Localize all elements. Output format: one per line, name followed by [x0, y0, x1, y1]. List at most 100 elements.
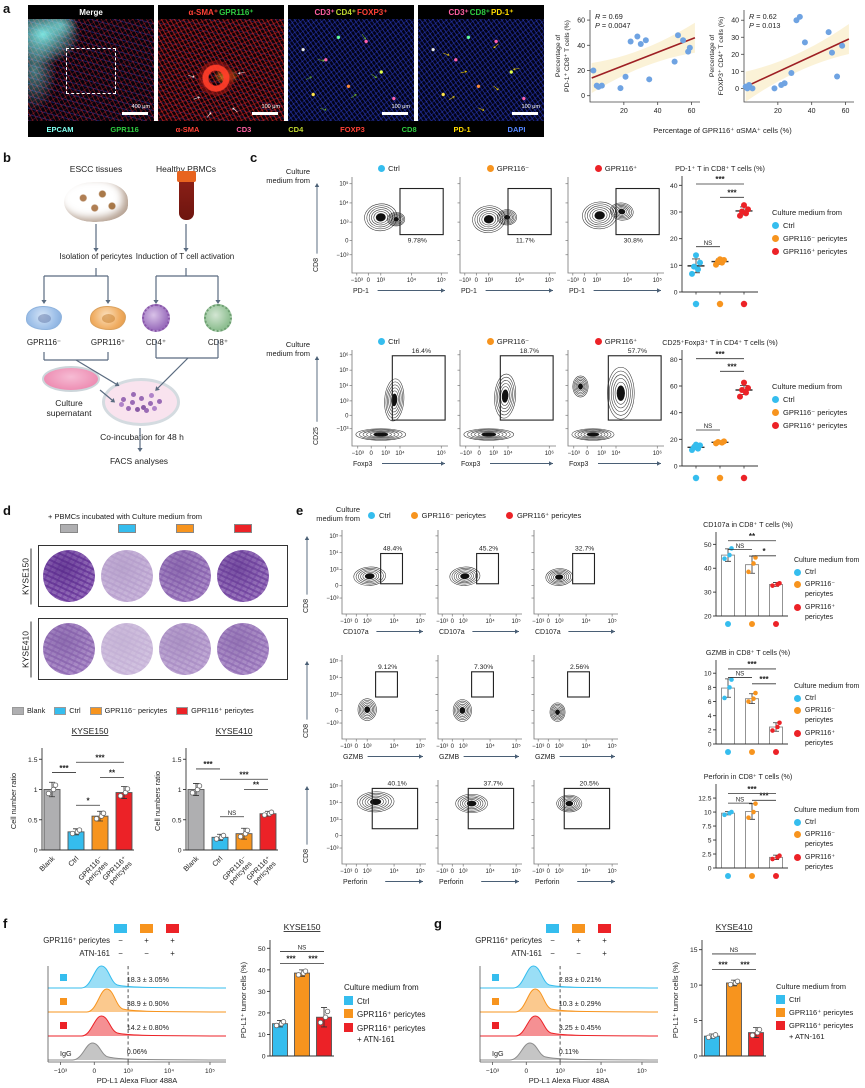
svg-text:10³: 10³ [363, 619, 372, 625]
svg-text:***: *** [747, 785, 757, 794]
legend-item-label: Ctrl [783, 394, 795, 404]
svg-text:−10³: −10³ [532, 869, 544, 875]
bar [115, 792, 133, 851]
svg-text:10: 10 [704, 671, 712, 678]
colony-stain [159, 550, 211, 602]
panel-label-a: a [3, 1, 11, 16]
legend-item: Ctrl [772, 395, 864, 406]
svg-text:0.11%: 0.11% [559, 1047, 579, 1056]
svg-text:10³: 10³ [597, 451, 606, 457]
scale-bar [252, 112, 278, 115]
ctrl-swatch-icon [118, 524, 136, 533]
pericyte-icon [90, 306, 126, 330]
legend-item-label: GPR116⁺ pericytes [783, 246, 848, 256]
svg-text:40: 40 [670, 183, 678, 190]
svg-text:10⁴: 10⁴ [395, 450, 405, 457]
svg-text:Cell number ratio: Cell number ratio [9, 773, 18, 829]
svg-text:−10³: −10³ [460, 451, 472, 457]
flow-gate [572, 552, 596, 585]
flow-plot-block: Ctrl 10⁵ 10⁴ 10³ 0 −10³ −10³ 0 10³ 10⁴ 10⁵ 9.78% PD-… [326, 163, 452, 300]
pointer-arrow-icon: → [510, 63, 524, 77]
flow-plot: −10³ 0 10³ 10⁴ 10⁵ 11.7% PD-1 [457, 177, 556, 295]
svg-text:Foxp3: Foxp3 [461, 461, 481, 468]
svg-text:0: 0 [547, 744, 551, 750]
legend-item: Ctrl [794, 818, 864, 828]
legend-item-label: GPR116⁺ pericytes [805, 853, 836, 871]
flow-plot: −10³ 0 10³ 10⁴ 10⁵ 45.2% CD107a [435, 530, 522, 636]
legend-marker-icon [776, 1020, 785, 1030]
cell-line-label: KYSE150 [20, 548, 32, 605]
flow-plot-group-label: GPR116⁻ [496, 164, 530, 173]
microscopy-strip: Merge 400 μm α-SMA⁺ GPR116⁺ → → → → → 100 μm CD3⁺ C… [28, 5, 544, 138]
svg-text:KYSE150: KYSE150 [72, 726, 109, 736]
flow-plot-group-label: GPR116⁺ [604, 337, 638, 346]
legend-item: GPR116⁺ pericytes [776, 1007, 865, 1019]
svg-text:1.5: 1.5 [172, 757, 182, 764]
svg-text:40: 40 [258, 967, 266, 974]
legend-item: GPR116⁻ pericytes [410, 511, 486, 520]
svg-text:40: 40 [808, 108, 816, 115]
scatter-x-axis-label: Percentage of GPR116⁺ αSMA⁺ cells (%) [653, 126, 792, 135]
svg-text:10⁵: 10⁵ [608, 618, 618, 625]
ctrl-dot-icon [368, 512, 375, 519]
condition-symbol: − [118, 949, 123, 958]
legend-item: Ctrl [794, 694, 864, 704]
legend-item: Blank [12, 706, 45, 715]
svg-text:PD-L1 Alexa Fluor 488A: PD-L1 Alexa Fluor 488A [97, 1076, 177, 1085]
legend-item: Ctrl [772, 221, 864, 232]
svg-text:IgG: IgG [492, 1049, 504, 1058]
svg-text:0: 0 [694, 1054, 698, 1061]
flow-plot-block: −10³ 0 10³ 10⁴ 10⁵ 37.7% Perforin [434, 777, 526, 891]
data-point [691, 263, 697, 270]
legend-item: GPR116⁻ pericytes [89, 706, 167, 715]
svg-text:2.83 ± 0.21%: 2.83 ± 0.21% [559, 975, 602, 984]
svg-text:−10³: −10³ [532, 744, 544, 750]
svg-text:30: 30 [258, 989, 266, 996]
bar-gzmb: GZMB in CD8⁺ T cells (%) 0 2 4 6 8 10 NS *** *** [692, 648, 794, 772]
svg-text:10³: 10³ [381, 451, 390, 457]
svg-text:10⁴: 10⁴ [164, 1068, 174, 1075]
svg-text:10³: 10³ [340, 399, 349, 405]
dot-plot: PD-1⁺ T in CD8⁺ T cells (%) 0 10 20 30 40 NS **… [670, 164, 765, 308]
data-point [689, 270, 695, 277]
svg-text:10³: 10³ [363, 869, 372, 875]
condition-row-label: GPR116⁺ pericytes [43, 936, 110, 945]
svg-text:10⁴: 10⁴ [515, 277, 525, 284]
data-point [741, 379, 747, 386]
svg-text:0: 0 [547, 869, 551, 875]
legend-item: Ctrl [794, 568, 864, 578]
bar-chart: KYSE150 Cell number ratio 0 0.5 1 1.5 Blank Ctr… [9, 726, 134, 886]
legend-item-label: GPR116⁻ pericytes [805, 831, 836, 849]
legend-marker-icon [794, 831, 801, 839]
flow-plot: −10³ 0 10³ 10⁴ 10⁵ 30.8% PD-1 [565, 177, 664, 295]
legend-item: GPR116⁺ pericytes [505, 511, 581, 520]
svg-text:0: 0 [674, 290, 678, 297]
microscopy-image-block: α-SMA⁺ GPR116⁺ → → → → → 100 μm [158, 5, 284, 121]
image-title: Merge [28, 5, 154, 19]
bar [745, 811, 759, 869]
legend-culture-medium-e: Ctrl GPR116⁻ pericytes GPR116⁺ pericytes [368, 511, 581, 520]
svg-text:10⁵: 10⁵ [416, 743, 426, 750]
svg-text:20: 20 [670, 437, 678, 444]
svg-text:10⁶: 10⁶ [545, 450, 555, 457]
pericyte-icon [26, 306, 62, 330]
svg-text:NS: NS [704, 423, 713, 430]
legend-title: Culture medium from [794, 557, 860, 564]
svg-text:10³: 10³ [555, 619, 564, 625]
svg-text:10⁴: 10⁴ [581, 868, 591, 875]
ctrl-dot-icon [378, 165, 386, 172]
flow-plot: −10³ 0 10³ 10⁴ 10⁶ 18.7% Foxp3 [457, 348, 556, 468]
ctrl-swatch-icon [546, 924, 559, 933]
colony-well [43, 550, 95, 602]
svg-text:0: 0 [335, 833, 339, 839]
svg-text:***: *** [286, 955, 296, 964]
flow-y-axis-label: CD8 [303, 786, 310, 863]
condition-header-f: GPR116⁺ pericytes − + + ATN-161− − + [0, 916, 300, 962]
svg-text:NS: NS [736, 671, 745, 678]
svg-text:37.7%: 37.7% [484, 780, 503, 787]
svg-text:Ctrl: Ctrl [66, 854, 81, 869]
svg-text:−10³: −10³ [54, 1068, 68, 1075]
